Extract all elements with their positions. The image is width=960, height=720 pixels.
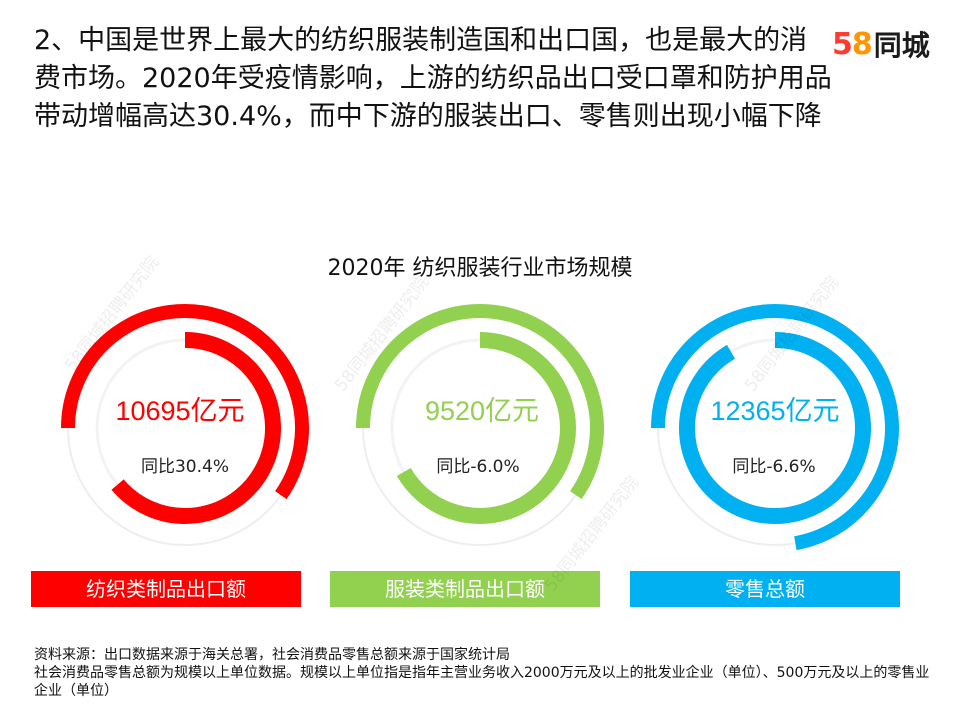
headline: 2、中国是世界上最大的纺织服装制造国和出口国，也是最大的消费市场。2020年受疫… bbox=[34, 25, 832, 132]
category-label-textile-export: 纺织类制品出口额 bbox=[31, 571, 301, 607]
ring-arc-inner-retail bbox=[679, 332, 871, 524]
source-line-1: 资料来源：出口数据来源于海关总署，社会消费品零售总额来源于国家统计局 bbox=[34, 647, 510, 663]
yoy-label-textile: 同比30.4% bbox=[140, 457, 229, 477]
yoy-label-retail: 同比-6.6% bbox=[732, 457, 816, 477]
ring-arc-outer-textile bbox=[61, 304, 309, 500]
value-label-apparel: 9520亿元 bbox=[424, 396, 540, 426]
chart-title: 2020年 纺织服装行业市场规模 bbox=[327, 256, 633, 281]
value-label-textile: 10695亿元 bbox=[115, 396, 245, 426]
ring-arc-inner-apparel bbox=[396, 332, 576, 524]
source-note: 资料来源：出口数据来源于海关总署，社会消费品零售总额来源于国家统计局 社会消费品… bbox=[34, 646, 934, 700]
category-label-retail-total: 零售总额 bbox=[630, 571, 900, 607]
58-tongcheng-logo: 58 同城 bbox=[832, 24, 930, 64]
value-label-retail: 12365亿元 bbox=[710, 396, 840, 426]
ring-arc-outer-apparel bbox=[356, 304, 604, 500]
logo-text: 同城 bbox=[873, 29, 930, 62]
source-line-2: 社会消费品零售总额为规模以上单位数据。规模以上单位指是指年主营业务收入2000万… bbox=[34, 665, 930, 699]
yoy-label-apparel: 同比-6.0% bbox=[436, 457, 520, 477]
ring-arc-outer-retail bbox=[651, 304, 899, 551]
logo-number: 58 bbox=[832, 26, 873, 62]
ring-arc-inner-textile bbox=[111, 332, 281, 524]
category-label-apparel-export: 服装类制品出口额 bbox=[330, 571, 600, 607]
